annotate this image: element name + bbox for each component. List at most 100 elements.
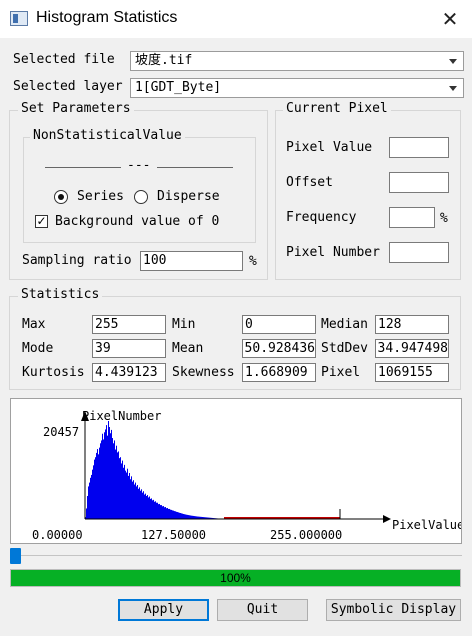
median-value: 128 [375, 315, 449, 334]
histogram-bar [91, 474, 92, 519]
histogram-bar [189, 515, 190, 519]
progress-fill [11, 570, 460, 586]
histogram-bar [195, 516, 196, 519]
histogram-bar [124, 464, 125, 519]
histogram-bar [159, 503, 160, 519]
stddev-label: StdDev [321, 341, 368, 356]
histogram-tail-segment [224, 517, 340, 519]
histogram-bar [128, 475, 129, 519]
histogram-bar [164, 507, 165, 519]
disperse-label: Disperse [157, 189, 220, 204]
histogram-bar [205, 517, 206, 519]
histogram-bar [105, 429, 106, 519]
histogram-bar [116, 445, 117, 519]
min-label: Min [172, 317, 196, 332]
disperse-radio[interactable] [134, 190, 148, 204]
histogram-bar [144, 494, 145, 519]
histogram-bar [180, 513, 181, 519]
histogram-bar [101, 440, 102, 519]
histogram-bar [92, 469, 93, 519]
histogram-bar [209, 517, 210, 519]
histogram-bar [206, 517, 207, 519]
close-icon[interactable]: ✕ [441, 7, 459, 31]
histogram-bar [158, 504, 159, 519]
range-to-input[interactable] [157, 167, 233, 169]
series-radio[interactable] [54, 190, 68, 204]
scrollbar-track [10, 555, 462, 556]
x-tick-1: 127.50000 [141, 528, 206, 542]
histogram-bar [143, 491, 144, 519]
histogram-bar [168, 508, 169, 519]
histogram-bar [184, 514, 185, 519]
histogram-bar [153, 499, 154, 519]
histogram-bar [199, 516, 200, 519]
histogram-bar [203, 517, 204, 519]
histogram-bar [106, 425, 107, 519]
x-axis-label: PixelValue [392, 518, 461, 532]
histogram-bar [89, 482, 90, 519]
histogram-bar [129, 473, 130, 519]
histogram-bar [156, 502, 157, 519]
offset-field[interactable] [389, 172, 449, 193]
background-checkbox[interactable]: ✓ [35, 214, 48, 228]
histogram-scrollbar[interactable] [10, 547, 462, 565]
mean-value: 50.928436 [242, 339, 316, 358]
pixel-value-field[interactable] [389, 137, 449, 158]
histogram-bar [94, 459, 95, 519]
histogram-bar [95, 457, 96, 519]
histogram-bar [190, 515, 191, 519]
scrollbar-thumb[interactable] [10, 548, 21, 564]
histogram-bar [171, 509, 172, 519]
range-from-input[interactable] [45, 167, 121, 169]
histogram-bar [103, 439, 104, 519]
nonstat-title: NonStatisticalValue [30, 128, 185, 143]
histogram-bar [162, 506, 163, 519]
histogram-bar [161, 505, 162, 519]
histogram-bar [172, 510, 173, 519]
histogram-bar [183, 513, 184, 519]
histogram-bar [157, 502, 158, 519]
frequency-field[interactable] [389, 207, 435, 228]
selected-file-combo[interactable]: 坡度.tif [130, 51, 464, 71]
statistics-title: Statistics [18, 287, 103, 302]
histogram-bar [115, 449, 116, 519]
y-axis-label: PixelNumber [82, 409, 161, 423]
histogram-bar [198, 516, 199, 519]
app-icon [10, 11, 28, 26]
apply-button[interactable]: Apply [118, 599, 209, 621]
histogram-bar [108, 421, 109, 519]
histogram-bar [191, 515, 192, 519]
skewness-label: Skewness [172, 365, 235, 380]
histogram-bar [197, 516, 198, 519]
selected-layer-combo[interactable]: 1[GDT_Byte] [130, 78, 464, 98]
histogram-bar [120, 457, 121, 519]
set-parameters-group [9, 110, 268, 280]
histogram-bar [130, 479, 131, 519]
x-tick-2: 255.000000 [270, 528, 342, 542]
title-bar [0, 0, 472, 38]
histogram-bar [123, 467, 124, 519]
quit-button[interactable]: Quit [217, 599, 308, 621]
sampling-ratio-input[interactable]: 100 [140, 251, 243, 271]
histogram-bar [176, 511, 177, 519]
histogram-bar [174, 511, 175, 519]
histogram-bar [210, 517, 211, 519]
symbolic-display-button[interactable]: Symbolic Display [326, 599, 461, 621]
histogram-bar [122, 460, 123, 519]
progress-bar: 100% [10, 569, 461, 587]
mode-value: 39 [92, 339, 166, 358]
pixel-value-label: Pixel Value [286, 140, 373, 155]
histogram-bar [167, 507, 168, 519]
histogram-plot[interactable]: PixelNumber 20457 PixelValue 0.00000 127… [10, 398, 462, 544]
histogram-bar [208, 517, 209, 519]
histogram-bar [196, 516, 197, 519]
histogram-bar [139, 487, 140, 519]
pixel-number-field[interactable] [389, 242, 449, 263]
histogram-bar [96, 452, 97, 519]
histogram-bar [142, 492, 143, 519]
pixel-count-label: Pixel [321, 365, 361, 380]
histogram-bar [97, 449, 98, 519]
x-tick-0: 0.00000 [32, 528, 83, 542]
histogram-bar [133, 480, 134, 519]
mode-label: Mode [22, 341, 54, 356]
